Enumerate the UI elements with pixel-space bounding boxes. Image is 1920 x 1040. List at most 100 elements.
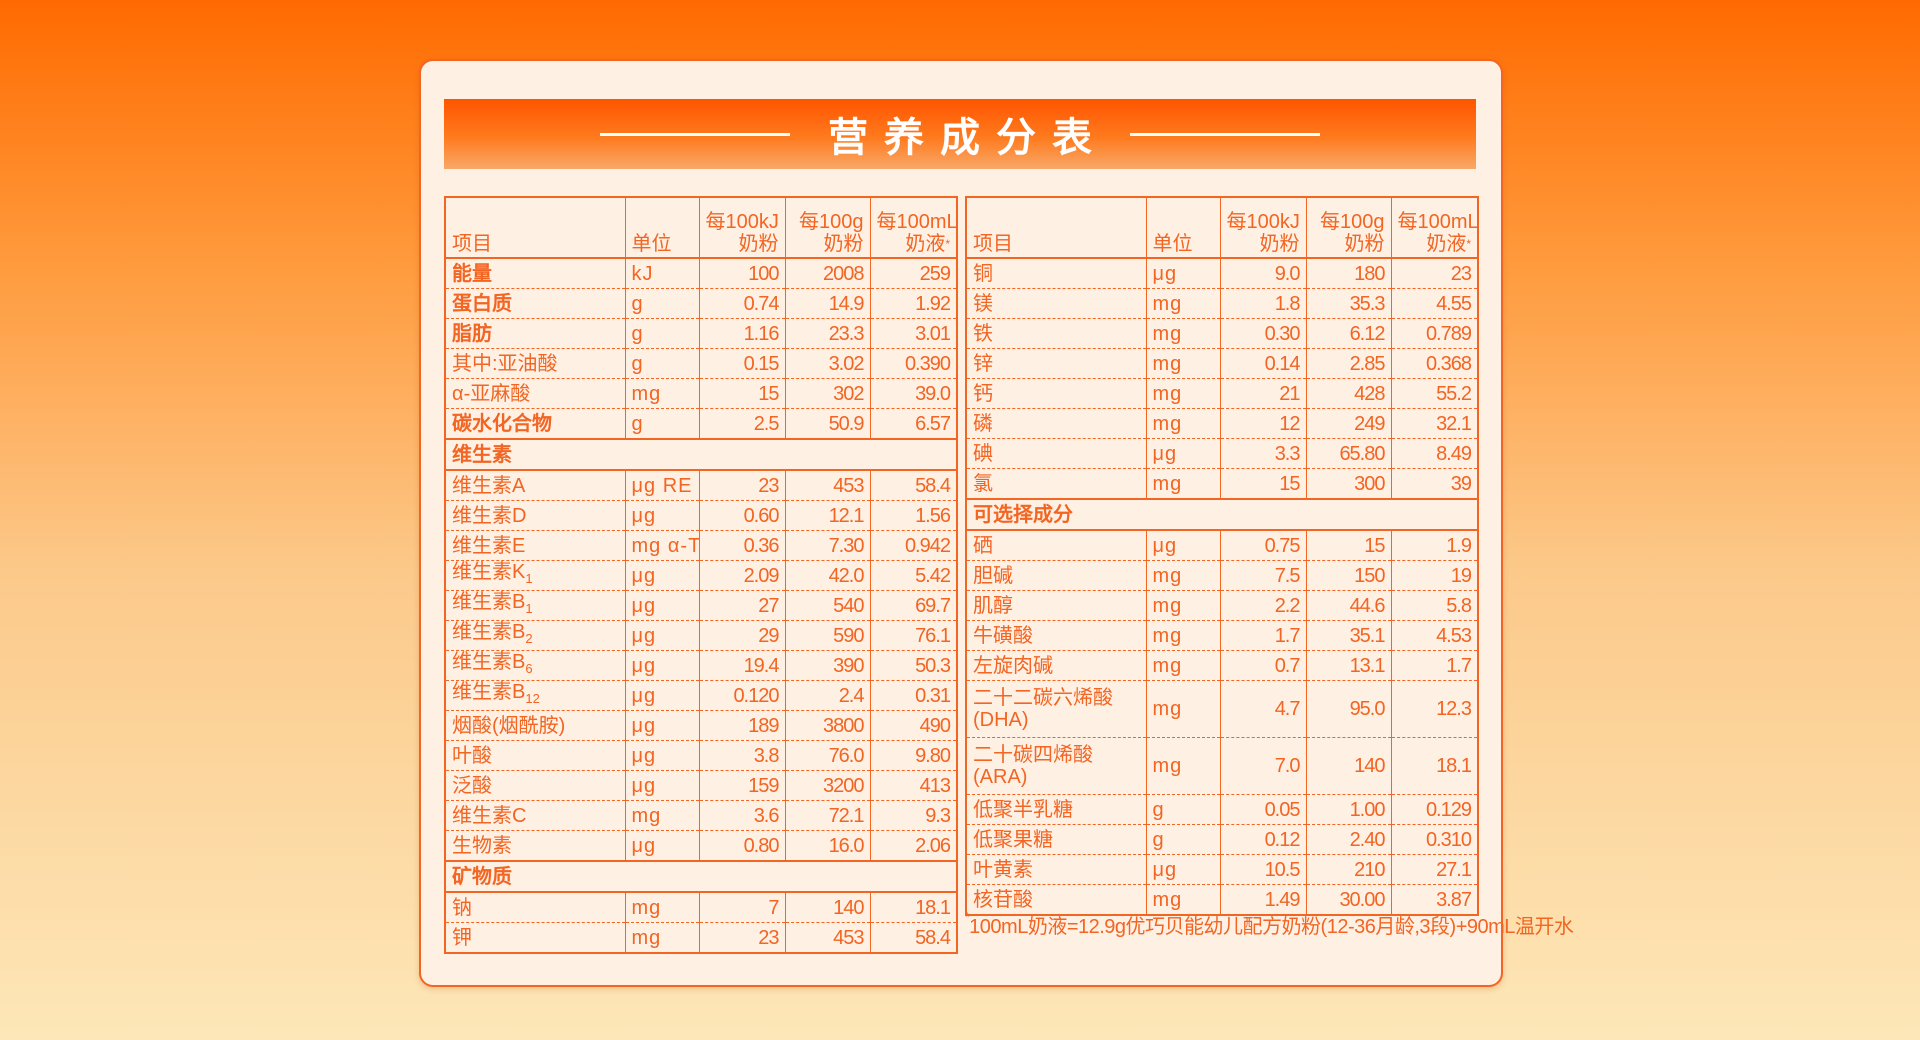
value-per-100kj: 0.75 [1219,529,1307,561]
nutrition-table-right: 项目 单位 每100kJ 奶粉 每100g 奶粉 每100mL 奶液* 铜 μg 9.0 1… [965,196,1479,916]
value-per-100g: 30.00 [1305,884,1392,916]
value-per-100kj: 0.60 [698,500,786,531]
value-per-100ml: 1.9 [1390,529,1479,561]
nutrient-name: 维生素B2 [444,620,626,651]
nutrient-unit: μg [624,620,700,651]
nutrient-name-text: 氯 [973,472,993,495]
table-row: 维生素B1 μg 27 540 69.7 [444,590,958,621]
nutrient-name-text: 生物素 [452,834,512,857]
value-per-100kj: 10.5 [1219,854,1307,885]
nutrient-unit: kJ [624,258,700,289]
nutrient-name-text: 钾 [452,926,472,949]
value-per-100kj: 15 [1219,468,1307,500]
value-per-100ml: 6.57 [869,408,958,440]
table-row: 氯 mg 15 300 39 [965,468,1479,500]
value-per-100kj: 15 [698,378,786,409]
nutrient-unit: μg [624,650,700,681]
value-per-100ml: 8.49 [1390,438,1479,469]
value-per-100kj: 12 [1219,408,1307,439]
nutrient-unit: μg [624,590,700,621]
section-heading: 矿物质 [444,860,958,893]
nutrient-name-text: 铜 [973,262,993,285]
value-per-100kj: 7 [698,891,786,923]
value-per-100g: 50.9 [784,408,871,440]
nutrient-unit: mg [1145,620,1221,651]
value-per-100kj: 0.74 [698,288,786,319]
value-per-100ml: 259 [869,258,958,289]
table-row: 钠 mg 7 140 18.1 [444,891,958,923]
nutrient-unit: μg [624,680,700,711]
value-per-100kj: 159 [698,770,786,801]
value-per-100ml: 9.3 [869,800,958,831]
nutrient-name: 低聚半乳糖 [965,794,1147,825]
nutrient-name-text: 碘 [973,442,993,465]
value-per-100ml: 19 [1390,560,1479,591]
table-row: 维生素D μg 0.60 12.1 1.56 [444,500,958,531]
value-per-100kj: 0.120 [698,680,786,711]
nutrient-name-text: 维生素K [452,561,526,583]
nutrient-name: 维生素B12 [444,680,626,711]
value-per-100kj: 0.15 [698,348,786,379]
value-per-100ml: 39 [1390,468,1479,500]
nutrient-name: 维生素C [444,800,626,831]
table-row: 左旋肉碱 mg 0.7 13.1 1.7 [965,650,1479,681]
table-row: 维生素B2 μg 29 590 76.1 [444,620,958,651]
nutrient-subscript: 1 [525,571,533,586]
nutrient-name-text: α-亚麻酸 [452,382,531,405]
value-per-100ml: 0.31 [869,680,958,711]
table-row: 钾 mg 23 453 58.4 [444,922,958,954]
header-per-100ml: 每100mL 奶液* [1390,197,1479,259]
nutrient-name-text: 维生素C [452,804,527,827]
value-per-100ml: 1.7 [1390,650,1479,681]
value-per-100ml: 3.01 [869,318,958,349]
nutrient-name: 烟酸(烟酰胺) [444,710,626,741]
value-per-100g: 2.4 [784,680,871,711]
value-per-100ml: 5.8 [1390,590,1479,621]
nutrient-unit: g [624,288,700,319]
value-per-100g: 65.80 [1305,438,1392,469]
nutrient-name-text: 胆碱 [973,564,1013,587]
nutrient-name: 维生素B6 [444,650,626,681]
table-header-row: 项目 单位 每100kJ 奶粉 每100g 奶粉 每100mL 奶液* [444,197,958,259]
value-per-100ml: 9.80 [869,740,958,771]
value-per-100kj: 3.3 [1219,438,1307,469]
nutrient-subscript: 2 [525,631,533,646]
table-row: 维生素A μg RE 23 453 58.4 [444,469,958,501]
value-per-100ml: 1.92 [869,288,958,319]
value-per-100ml: 69.7 [869,590,958,621]
value-per-100ml: 413 [869,770,958,801]
nutrient-name: 能量 [444,258,626,289]
title-divider-left [600,132,790,136]
nutrient-name: 硒 [965,529,1147,561]
value-per-100ml: 12.3 [1390,680,1479,738]
nutrient-name: α-亚麻酸 [444,378,626,409]
nutrient-unit: mg [1145,318,1221,349]
nutrient-name-text: 叶酸 [452,744,492,767]
nutrient-unit: mg α-TE [624,530,700,561]
nutrient-unit: mg [1145,680,1221,738]
table-row: 碘 μg 3.3 65.80 8.49 [965,438,1479,469]
nutrient-subscript: 1 [525,601,533,616]
value-per-100ml: 50.3 [869,650,958,681]
value-per-100g: 23.3 [784,318,871,349]
value-per-100ml: 58.4 [869,469,958,501]
nutrient-name: 低聚果糖 [965,824,1147,855]
nutrient-unit: mg [624,800,700,831]
value-per-100kj: 1.16 [698,318,786,349]
nutrient-name: 铁 [965,318,1147,349]
nutrient-name-text: 二十二碳六烯酸 [973,687,1113,709]
table-row: 铜 μg 9.0 180 23 [965,258,1479,289]
table-row: 生物素 μg 0.80 16.0 2.06 [444,830,958,862]
footnote: *100mL奶液=12.9g优巧贝能幼儿配方奶粉(12-36月龄,3段)+90m… [965,910,1574,938]
section-heading: 可选择成分 [965,498,1479,531]
value-per-100kj: 2.09 [698,560,786,591]
value-per-100g: 428 [1305,378,1392,409]
nutrient-name: 钾 [444,922,626,954]
value-per-100ml: 4.55 [1390,288,1479,319]
nutrient-name: 维生素D [444,500,626,531]
nutrient-unit: μg [624,770,700,801]
value-per-100ml: 39.0 [869,378,958,409]
value-per-100kj: 0.36 [698,530,786,561]
nutrient-name: 脂肪 [444,318,626,349]
nutrient-unit: mg [1145,288,1221,319]
